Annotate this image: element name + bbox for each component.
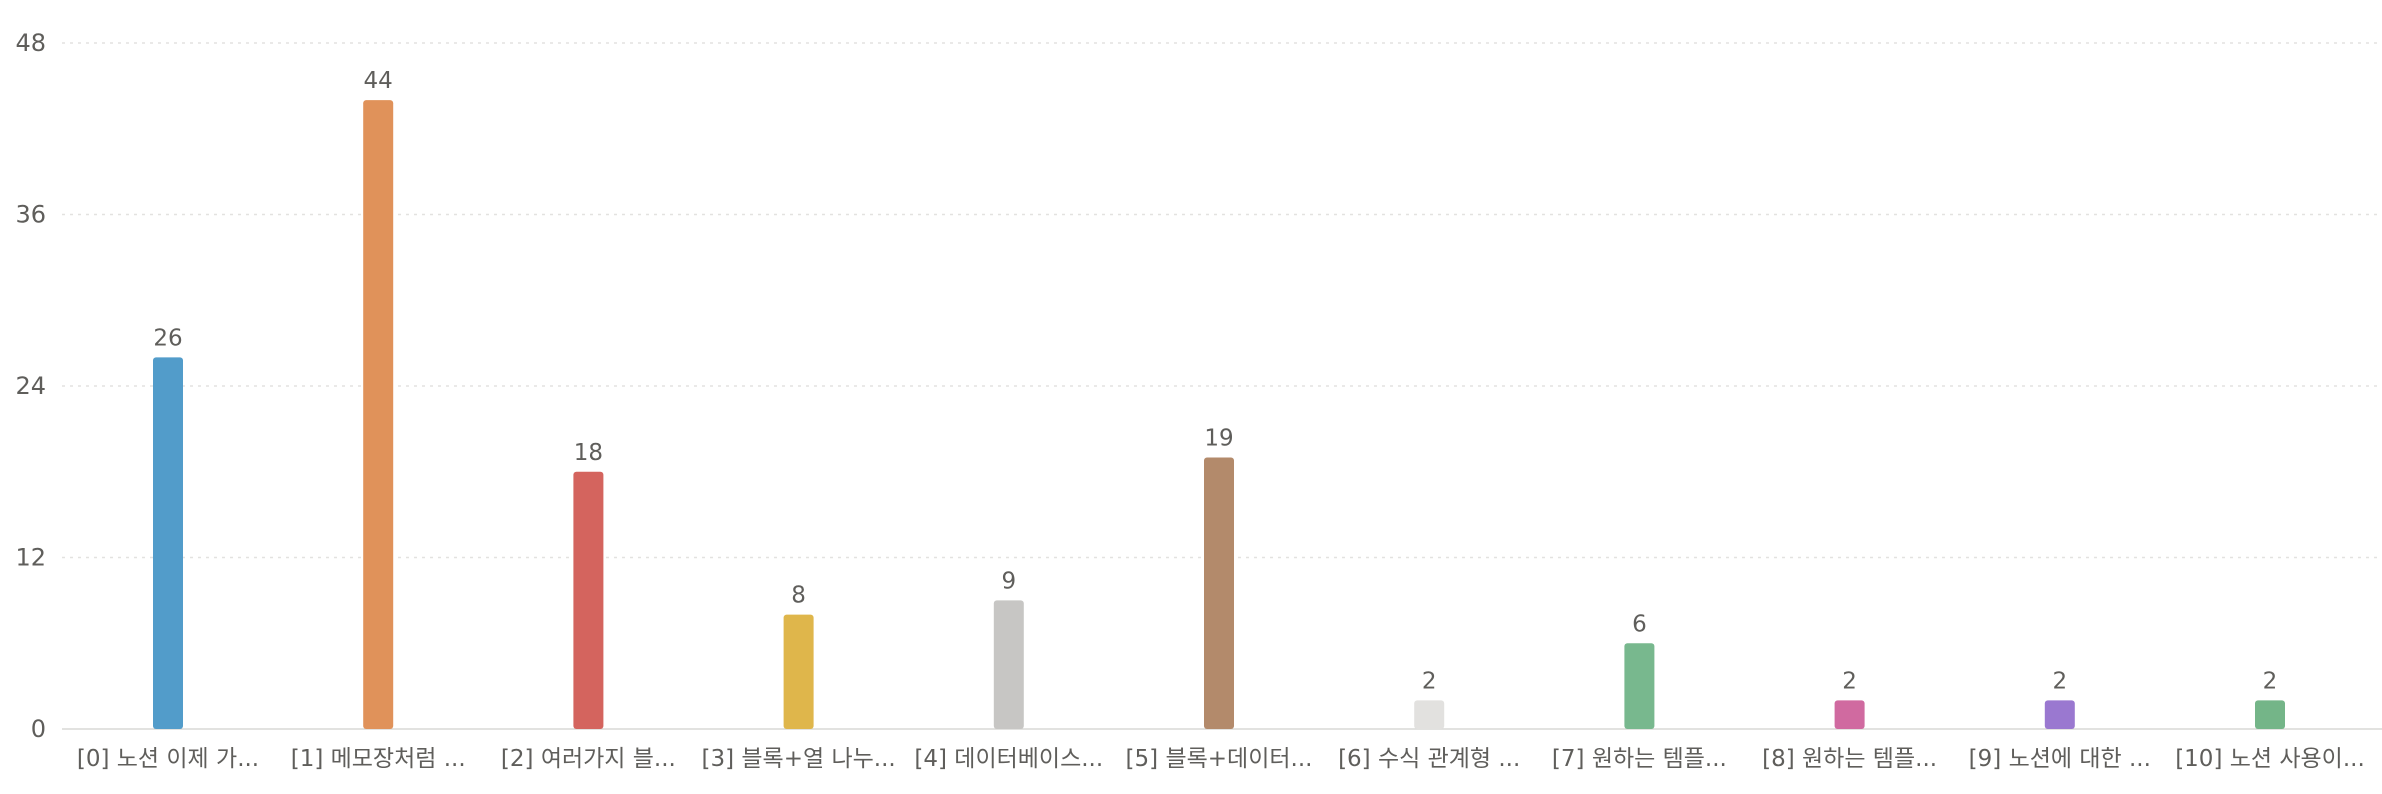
bar-value-label: 8 bbox=[791, 583, 806, 609]
bar[interactable] bbox=[573, 471, 604, 729]
bar[interactable] bbox=[1834, 700, 1865, 729]
bar[interactable] bbox=[783, 614, 814, 729]
bar-value-label: 19 bbox=[1204, 425, 1233, 451]
x-category-label: [10] 노션 사용이... bbox=[2175, 746, 2365, 772]
bar-value-label: 2 bbox=[2263, 668, 2278, 694]
bar-value-label: 44 bbox=[364, 68, 393, 94]
y-tick-label: 48 bbox=[15, 29, 46, 57]
x-category-label: [5] 블록+데이터... bbox=[1126, 746, 1313, 772]
bar[interactable] bbox=[2044, 700, 2075, 729]
x-category-label: [6] 수식 관계형 ... bbox=[1338, 746, 1520, 772]
bar[interactable] bbox=[993, 600, 1024, 729]
x-category-label: [4] 데이터베이스... bbox=[914, 746, 1103, 772]
x-category-label: [9] 노션에 대한 ... bbox=[1969, 746, 2151, 772]
y-tick-label: 0 bbox=[31, 715, 46, 743]
bar[interactable] bbox=[1204, 457, 1234, 729]
x-category-label: [8] 원하는 템플... bbox=[1762, 746, 1937, 772]
bar-value-label: 9 bbox=[1001, 568, 1016, 594]
bar-value-label: 26 bbox=[153, 325, 182, 351]
x-category-label: [1] 메모장처럼 ... bbox=[291, 746, 466, 772]
bar[interactable] bbox=[2255, 700, 2285, 729]
x-category-label: [0] 노션 이제 가... bbox=[77, 746, 259, 772]
bar[interactable] bbox=[1414, 700, 1445, 729]
bar[interactable] bbox=[153, 357, 183, 729]
bar-value-label: 2 bbox=[1842, 668, 1857, 694]
x-category-label: [3] 블록+열 나누... bbox=[701, 746, 895, 772]
bar-value-label: 6 bbox=[1632, 611, 1647, 637]
bar-value-label: 2 bbox=[2052, 668, 2067, 694]
y-tick-label: 24 bbox=[15, 372, 46, 400]
x-category-label: [7] 원하는 템플... bbox=[1552, 746, 1727, 772]
bar[interactable] bbox=[363, 100, 394, 729]
bar-value-label: 18 bbox=[574, 440, 603, 466]
bar-layer bbox=[153, 100, 2285, 729]
bar[interactable] bbox=[1624, 643, 1655, 729]
bar-value-label: 2 bbox=[1422, 668, 1437, 694]
x-category-label: [2] 여러가지 블... bbox=[501, 746, 676, 772]
y-tick-label: 12 bbox=[15, 544, 46, 572]
y-tick-label: 36 bbox=[15, 201, 46, 229]
